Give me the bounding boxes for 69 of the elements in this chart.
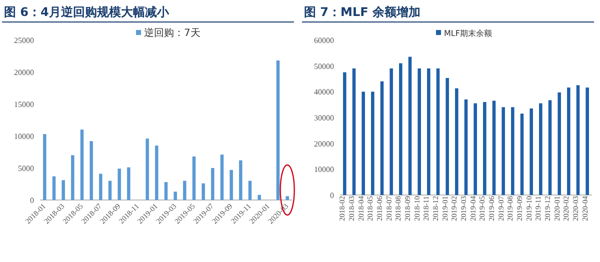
bar bbox=[239, 160, 242, 200]
bar bbox=[108, 180, 112, 200]
bar bbox=[520, 114, 524, 195]
bar bbox=[362, 92, 365, 195]
bar bbox=[192, 156, 196, 200]
y-tick-label: 10000 bbox=[314, 165, 334, 174]
bar bbox=[118, 168, 121, 200]
bar bbox=[586, 88, 589, 195]
legend-label: 逆回购：7天 bbox=[144, 27, 200, 39]
bar bbox=[352, 68, 356, 195]
bar bbox=[43, 134, 46, 200]
bar bbox=[446, 78, 449, 195]
bar bbox=[371, 92, 374, 195]
bar bbox=[455, 88, 458, 195]
bar bbox=[276, 60, 280, 200]
bar bbox=[71, 155, 74, 200]
bar bbox=[248, 180, 252, 200]
bar bbox=[576, 85, 580, 195]
bar bbox=[90, 141, 93, 200]
y-tick-label: 0 bbox=[30, 196, 34, 205]
bar bbox=[380, 81, 384, 195]
bar bbox=[220, 154, 224, 200]
bar bbox=[286, 196, 289, 200]
bar bbox=[511, 107, 514, 195]
bar bbox=[80, 130, 84, 200]
bar bbox=[548, 100, 552, 195]
chart-title: 图 6：4月逆回购规模大幅减小 bbox=[4, 5, 170, 19]
bar bbox=[174, 192, 177, 200]
bar bbox=[164, 182, 168, 200]
legend-label: MLF期末余额 bbox=[444, 29, 492, 38]
bar bbox=[492, 100, 496, 195]
bar bbox=[502, 107, 505, 195]
bar bbox=[62, 180, 65, 200]
y-tick-label: 60000 bbox=[314, 36, 334, 45]
y-tick-label: 15000 bbox=[14, 100, 34, 109]
bar bbox=[155, 146, 158, 200]
bar bbox=[474, 103, 477, 195]
y-tick-label: 30000 bbox=[314, 114, 334, 122]
bar bbox=[436, 68, 440, 195]
bar bbox=[567, 88, 570, 195]
bar bbox=[408, 56, 412, 195]
bar bbox=[558, 92, 561, 195]
y-tick-label: 50000 bbox=[314, 62, 334, 71]
y-tick-label: 25000 bbox=[14, 36, 34, 45]
bar bbox=[539, 103, 542, 195]
bar bbox=[230, 170, 233, 200]
bar bbox=[258, 194, 261, 200]
y-tick-label: 40000 bbox=[314, 88, 334, 97]
bar bbox=[183, 180, 186, 200]
bar bbox=[399, 63, 402, 195]
y-tick-label: 5000 bbox=[18, 164, 34, 173]
bar bbox=[418, 68, 421, 195]
chart-title: 图 7：MLF 余额增加 bbox=[304, 5, 420, 19]
bar bbox=[211, 168, 214, 200]
bar bbox=[127, 167, 130, 200]
bar bbox=[343, 72, 346, 195]
y-tick-label: 0 bbox=[330, 191, 334, 200]
bar bbox=[483, 102, 486, 195]
bar bbox=[464, 99, 468, 195]
bar bbox=[99, 174, 102, 200]
bar bbox=[202, 183, 205, 200]
bar bbox=[390, 68, 393, 195]
y-tick-label: 20000 bbox=[314, 139, 334, 148]
bar bbox=[146, 138, 149, 200]
bar bbox=[427, 68, 430, 195]
bar bbox=[52, 176, 56, 200]
y-tick-label: 10000 bbox=[14, 132, 34, 141]
y-tick-label: 20000 bbox=[14, 68, 34, 77]
bar bbox=[530, 108, 533, 195]
